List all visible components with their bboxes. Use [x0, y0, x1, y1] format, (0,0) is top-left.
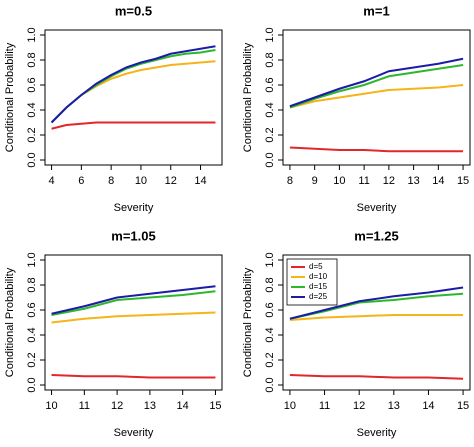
series-line [289, 292, 464, 320]
y-axis-label: Conditional Probability [242, 267, 254, 377]
y-tick-label: 1.0 [26, 252, 38, 267]
x-tick-label: 15 [209, 400, 221, 412]
y-tick-label: 0.2 [26, 352, 38, 367]
x-tick-label: 4 [48, 175, 54, 187]
y-tick-label: 0.6 [264, 77, 276, 92]
x-axis-label: Severity [357, 202, 397, 214]
x-tick-label: 13 [144, 400, 156, 412]
x-tick-label: 12 [165, 175, 177, 187]
x-tick-label: 14 [432, 175, 444, 187]
y-tick-label: 0.0 [26, 377, 38, 392]
y-tick-label: 1.0 [264, 27, 276, 42]
series-line [289, 64, 464, 109]
y-axis-label: Conditional Probability [4, 267, 16, 377]
panel-title: m=1.05 [111, 228, 155, 243]
x-tick-label: 6 [78, 175, 84, 187]
x-tick-label: 10 [284, 400, 296, 412]
legend-label: d=15 [309, 282, 328, 291]
y-tick-label: 0.2 [264, 352, 276, 367]
y-tick-label: 0.6 [264, 302, 276, 317]
plot-frame [282, 254, 471, 391]
y-tick-label: 1.0 [264, 252, 276, 267]
panel-title: m=0.5 [115, 3, 152, 18]
x-tick-label: 13 [407, 175, 419, 187]
y-tick-label: 0.6 [26, 302, 38, 317]
x-axis-label: Severity [357, 427, 397, 439]
series-line [289, 84, 464, 109]
x-tick-label: 14 [194, 175, 206, 187]
legend-label: d=25 [309, 292, 328, 301]
series-line [289, 146, 464, 153]
x-tick-label: 9 [312, 175, 318, 187]
y-tick-label: 0.4 [26, 327, 38, 342]
series-line [50, 45, 216, 124]
series-line [289, 57, 464, 108]
series-line [51, 285, 216, 315]
x-tick-label: 12 [383, 175, 395, 187]
plot-frame [44, 29, 223, 166]
x-tick-label: 10 [333, 175, 345, 187]
x-tick-label: 11 [319, 400, 330, 412]
x-axis-label: Severity [114, 202, 154, 214]
plot-frame [44, 254, 223, 391]
y-tick-label: 0.0 [26, 152, 38, 167]
panel-title: m=1.25 [354, 228, 398, 243]
x-tick-label: 8 [287, 175, 293, 187]
plot-frame [282, 29, 471, 166]
x-tick-label: 11 [79, 400, 90, 412]
series-line [50, 49, 216, 124]
y-tick-label: 0.2 [26, 127, 38, 142]
x-tick-label: 12 [111, 400, 123, 412]
series-line [289, 286, 464, 320]
x-tick-label: 10 [135, 175, 147, 187]
y-axis-label: Conditional Probability [4, 42, 16, 152]
x-tick-label: 11 [358, 175, 369, 187]
series-line [51, 311, 216, 324]
panel-title: m=1 [363, 3, 389, 18]
x-tick-label: 15 [457, 175, 469, 187]
x-tick-label: 8 [108, 175, 114, 187]
y-tick-label: 0.2 [264, 127, 276, 142]
series-line [50, 60, 216, 124]
series-line [51, 290, 216, 316]
y-axis-label: Conditional Probability [242, 42, 254, 152]
y-tick-label: 0.8 [264, 277, 276, 292]
x-tick-label: 12 [353, 400, 365, 412]
y-tick-label: 0.0 [264, 377, 276, 392]
y-tick-label: 0.8 [264, 52, 276, 67]
x-tick-label: 10 [45, 400, 57, 412]
series-line [289, 374, 464, 380]
y-tick-label: 1.0 [26, 27, 38, 42]
x-tick-label: 14 [177, 400, 189, 412]
x-tick-label: 14 [422, 400, 434, 412]
legend-label: d=10 [309, 272, 328, 281]
series-line [51, 374, 216, 379]
x-tick-label: 13 [388, 400, 400, 412]
x-axis-label: Severity [114, 427, 154, 439]
y-tick-label: 0.0 [264, 152, 276, 167]
y-tick-label: 0.8 [26, 52, 38, 67]
y-tick-label: 0.4 [264, 327, 276, 342]
y-tick-label: 0.6 [26, 77, 38, 92]
x-tick-label: 15 [457, 400, 469, 412]
series-line [51, 121, 216, 130]
series-line [289, 314, 464, 321]
legend-label: d=5 [309, 262, 323, 271]
y-tick-label: 0.8 [26, 277, 38, 292]
y-tick-label: 0.4 [264, 102, 276, 117]
y-tick-label: 0.4 [26, 102, 38, 117]
